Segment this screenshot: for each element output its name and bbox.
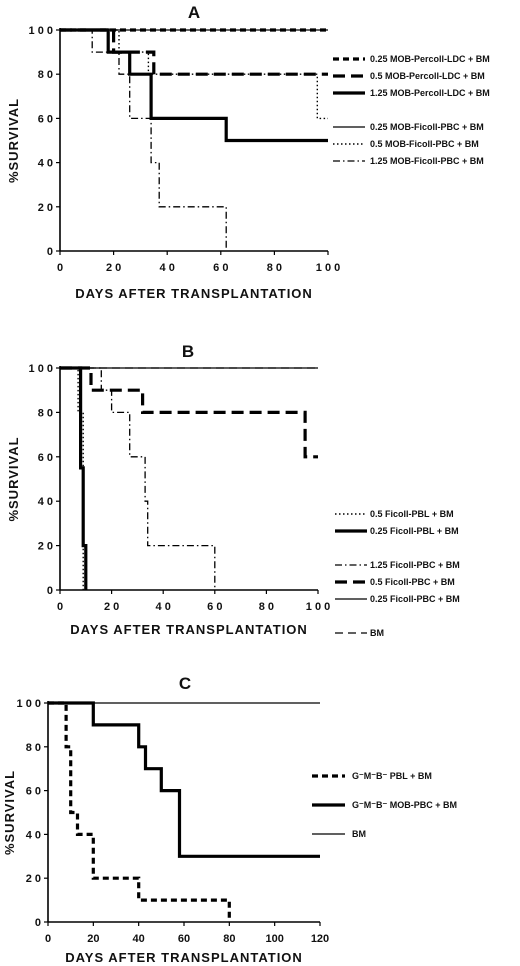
y-tick-label: 2 0 [38,202,53,214]
x-axis-label: DAYS AFTER TRANSPLANTATION [70,622,308,637]
x-tick-label: 20 [87,933,99,945]
legend-label: 0.25 MOB-Ficoll-PBC + BM [370,122,484,132]
x-tick-label: 4 0 [160,262,175,274]
x-tick-label: 0 [57,262,63,274]
series-line [60,366,88,590]
x-axis-label: DAYS AFTER TRANSPLANTATION [65,950,303,965]
y-tick-label: 8 0 [26,742,41,754]
x-tick-label: 6 0 [207,601,222,613]
x-tick-label: 0 [57,601,63,613]
series-line [48,701,231,922]
series-line [48,701,320,858]
legend-label: 0.25 Ficoll-PBL + BM [370,526,459,536]
y-tick-label: 4 0 [38,158,53,170]
panel-title: A [188,3,200,22]
legend-label: G⁻M⁻B⁻ PBL + BM [352,771,432,781]
x-tick-label: 60 [178,933,190,945]
series-line [60,28,328,143]
panel-title: B [182,342,194,361]
legend-label: G⁻M⁻B⁻ MOB-PBC + BM [352,800,457,810]
x-tick-label: 100 [265,933,283,945]
legend-label: 0.5 Ficoll-PBL + BM [370,509,454,519]
y-tick-label: 0 [47,246,53,258]
legend-label: 0.5 MOB-Ficoll-PBC + BM [370,139,479,149]
x-tick-label: 1 0 0 [316,262,340,274]
x-tick-label: 8 0 [259,601,274,613]
y-tick-label: 0 [35,917,41,929]
y-tick-label: 6 0 [38,452,53,464]
y-tick-label: 6 0 [26,786,41,798]
x-tick-label: 8 0 [267,262,282,274]
legend-label: 0.25 MOB-Percoll-LDC + BM [370,54,490,64]
legend-label: 1.25 MOB-Percoll-LDC + BM [370,88,490,98]
x-axis-label: DAYS AFTER TRANSPLANTATION [75,286,313,301]
y-tick-label: 1 0 0 [29,363,53,375]
x-tick-label: 120 [311,933,329,945]
x-tick-label: 40 [133,933,145,945]
y-tick-label: 8 0 [38,407,53,419]
x-tick-label: 0 [45,933,51,945]
x-tick-label: 80 [223,933,235,945]
y-tick-label: 1 0 0 [29,25,53,37]
y-tick-label: 0 [47,585,53,597]
series-line [60,29,227,251]
chart-panel-c: C 0 20 40 60 80 100 120 0 2 0 4 0 6 0 8 0 1 0 0 DAYS A… [2,674,457,965]
y-tick-label: 1 0 0 [17,698,41,710]
x-tick-label: 6 0 [213,262,228,274]
y-tick-label: 2 0 [26,873,41,885]
y-tick-label: 6 0 [38,113,53,125]
legend-label: 1.25 Ficoll-PBC + BM [370,560,460,570]
legend-label: BM [352,829,366,839]
x-tick-label: 1 0 0 [306,601,330,613]
y-axis-label: %SURVIVAL [2,770,17,855]
y-tick-label: 8 0 [38,69,53,81]
x-tick-label: 2 0 [106,262,121,274]
y-tick-label: 2 0 [38,541,53,553]
legend-label: 0.25 Ficoll-PBC + BM [370,594,460,604]
y-tick-label: 4 0 [38,496,53,508]
legend-label: BM [370,628,384,638]
y-axis-label: %SURVIVAL [6,98,21,183]
series-line [60,366,318,459]
legend-label: 1.25 MOB-Ficoll-PBC + BM [370,156,484,166]
chart-panel-b: B 0 2 0 4 0 6 0 8 0 1 0 0 0 2 0 4 0 6 0 8 0 1 0 0 DAY… [6,342,460,638]
y-axis-label: %SURVIVAL [6,436,21,521]
panel-title: C [179,674,191,693]
series-line [60,29,328,120]
legend-label: 0.5 MOB-Percoll-LDC + BM [370,71,485,81]
x-tick-label: 4 0 [156,601,171,613]
x-tick-label: 2 0 [104,601,119,613]
y-tick-label: 4 0 [26,829,41,841]
legend-label: 0.5 Ficoll-PBC + BM [370,577,455,587]
